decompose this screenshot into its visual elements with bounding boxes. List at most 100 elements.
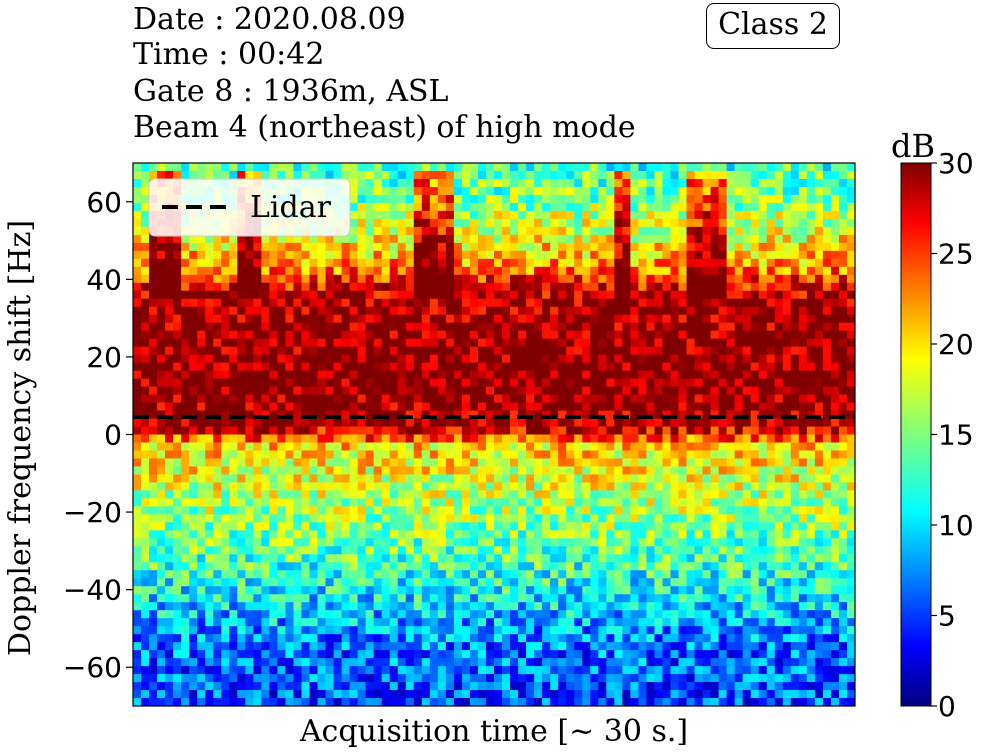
heatmap-cell: [445, 298, 455, 308]
heatmap-cell: [782, 562, 792, 571]
heatmap-cell: [245, 163, 254, 172]
heatmap-cell: [469, 322, 479, 332]
heatmap-cell: [453, 378, 463, 388]
heatmap-cell: [558, 530, 567, 539]
heatmap-cell: [293, 514, 303, 523]
heatmap-cell: [662, 218, 672, 228]
heatmap-cell: [357, 530, 367, 539]
heatmap-cell: [694, 394, 704, 404]
heatmap-cell: [133, 514, 142, 523]
heatmap-cell: [149, 338, 158, 348]
heatmap-cell: [702, 210, 712, 220]
heatmap-cell: [782, 274, 792, 284]
heatmap-cell: [702, 498, 712, 507]
heatmap-cell: [373, 362, 383, 372]
heatmap-cell: [494, 370, 503, 380]
heatmap-cell: [646, 450, 656, 460]
heatmap-cell: [830, 250, 840, 260]
heatmap-cell: [365, 210, 375, 220]
heatmap-cell: [293, 378, 303, 388]
heatmap-cell: [814, 242, 824, 252]
heatmap-cell: [405, 594, 415, 603]
heatmap-cell: [846, 226, 855, 236]
heatmap-cell: [205, 298, 214, 308]
heatmap-cell: [253, 163, 262, 172]
heatmap-cell: [662, 474, 672, 484]
heatmap-cell: [325, 242, 335, 252]
heatmap-cell: [237, 466, 246, 476]
heatmap-cell: [558, 306, 567, 316]
heatmap-cell: [333, 322, 343, 332]
heatmap-cell: [341, 266, 351, 276]
heatmap-cell: [429, 466, 439, 476]
heatmap-cell: [237, 354, 246, 364]
heatmap-cell: [526, 250, 535, 260]
heatmap-cell: [742, 290, 752, 300]
heatmap-cell: [710, 274, 720, 284]
heatmap-cell: [189, 274, 198, 284]
heatmap-cell: [830, 434, 840, 444]
heatmap-cell: [774, 394, 784, 404]
heatmap-cell: [317, 274, 327, 284]
heatmap-cell: [349, 274, 359, 284]
heatmap-cell: [397, 402, 407, 412]
heatmap-cell: [181, 450, 190, 460]
heatmap-cell: [694, 218, 704, 228]
heatmap-cell: [445, 450, 455, 460]
heatmap-cell: [534, 170, 543, 180]
heatmap-cell: [806, 362, 816, 372]
heatmap-cell: [413, 554, 423, 563]
heatmap-cell: [445, 578, 455, 587]
heatmap-cell: [678, 163, 688, 172]
heatmap-cell: [822, 163, 832, 172]
heatmap-cell: [510, 306, 519, 316]
heatmap-cell: [558, 458, 567, 468]
heatmap-cell: [790, 418, 800, 428]
heatmap-cell: [790, 442, 800, 452]
heatmap-cell: [646, 298, 656, 308]
heatmap-cell: [317, 362, 327, 372]
heatmap-cell: [598, 314, 607, 324]
heatmap-cell: [798, 178, 808, 188]
heatmap-cell: [197, 562, 206, 571]
heatmap-cell: [469, 386, 479, 396]
heatmap-cell: [622, 322, 631, 332]
heatmap-cell: [630, 458, 639, 468]
heatmap-cell: [518, 210, 527, 220]
heatmap-cell: [494, 290, 503, 300]
heatmap-cell: [710, 282, 720, 292]
heatmap-cell: [774, 178, 784, 188]
heatmap-cell: [606, 354, 615, 364]
heatmap-cell: [197, 498, 206, 507]
heatmap-cell: [221, 306, 230, 316]
heatmap-cell: [301, 386, 311, 396]
heatmap-cell: [229, 274, 238, 284]
heatmap-cell: [742, 250, 752, 260]
heatmap-cell: [710, 370, 720, 380]
heatmap-cell: [165, 458, 174, 468]
heatmap-cell: [285, 474, 295, 484]
heatmap-cell: [229, 450, 238, 460]
heatmap-cell: [461, 418, 471, 428]
heatmap-cell: [638, 178, 648, 188]
heatmap-cell: [285, 170, 295, 180]
heatmap-cell: [453, 514, 463, 523]
heatmap-cell: [774, 346, 784, 356]
heatmap-cell: [253, 410, 262, 420]
heatmap-cell: [173, 370, 182, 380]
heatmap-cell: [646, 482, 656, 491]
heatmap-cell: [213, 290, 222, 300]
heatmap-cell: [806, 226, 816, 236]
heatmap-cell: [622, 362, 631, 372]
heatmap-cell: [574, 402, 583, 412]
heatmap-cell: [237, 378, 246, 388]
heatmap-cell: [614, 378, 623, 388]
heatmap-cell: [590, 163, 599, 172]
heatmap-cell: [750, 178, 760, 188]
heatmap-cell: [726, 306, 736, 316]
heatmap-cell: [494, 458, 503, 468]
heatmap-cell: [397, 602, 407, 611]
heatmap-cell: [638, 338, 648, 348]
heatmap-cell: [694, 322, 704, 332]
heatmap-cell: [389, 538, 399, 547]
